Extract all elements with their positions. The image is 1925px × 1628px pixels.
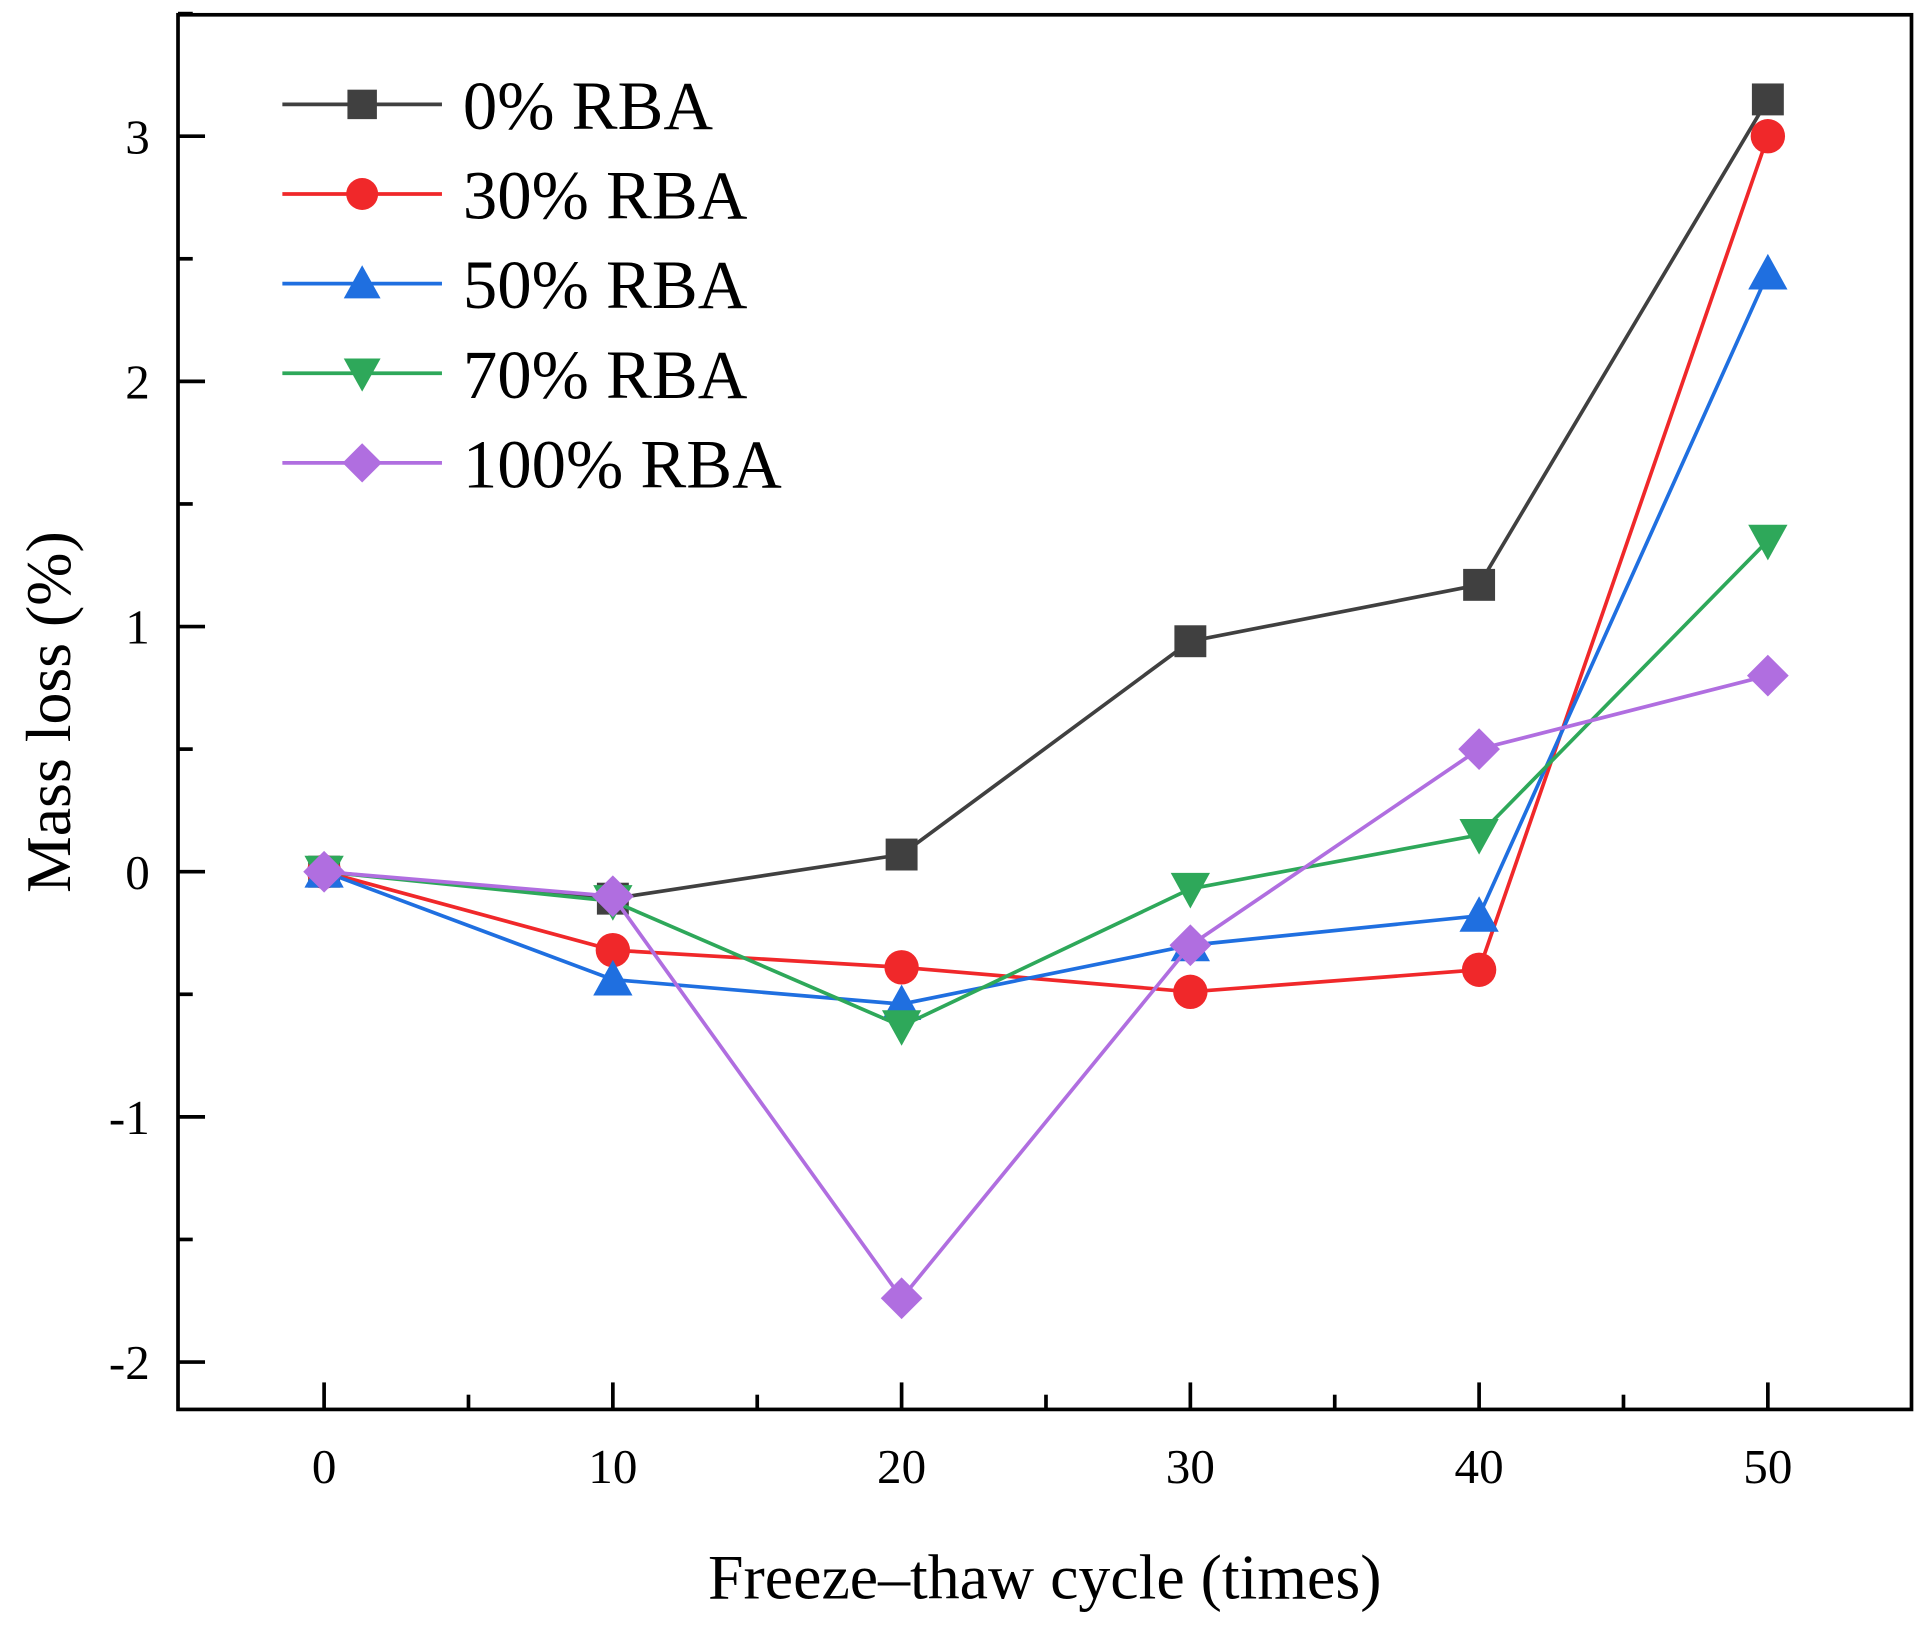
legend-label: 30% RBA xyxy=(463,158,748,234)
plot-frame xyxy=(176,12,1914,1412)
data-point xyxy=(1748,524,1788,561)
series-line xyxy=(323,673,1769,1302)
x-axis-label: Freeze–thaw cycle (times) xyxy=(708,1541,1381,1612)
legend-item: 100% RBA xyxy=(282,426,782,502)
x-tick-label: 0 xyxy=(312,1439,337,1494)
data-point xyxy=(1173,974,1208,1010)
data-point xyxy=(303,850,345,893)
legend-item: 0% RBA xyxy=(282,68,713,144)
series-line xyxy=(323,135,1770,994)
data-point xyxy=(1174,625,1207,658)
legend-label: 0% RBA xyxy=(463,68,714,144)
data-point xyxy=(884,950,919,985)
x-tick-label: 40 xyxy=(1455,1439,1504,1494)
legend-item: 50% RBA xyxy=(282,247,748,323)
x-tick-label: 50 xyxy=(1743,1439,1792,1494)
data-point xyxy=(1748,253,1788,290)
data-point xyxy=(1459,896,1499,932)
legend-item: 30% RBA xyxy=(282,158,748,234)
legend-marker xyxy=(347,89,377,120)
y-tick-label: -1 xyxy=(109,1090,150,1145)
legend-item: 70% RBA xyxy=(282,337,748,413)
data-point xyxy=(1463,568,1496,601)
y-tick-label: -2 xyxy=(109,1335,150,1390)
series-70rba xyxy=(304,524,1788,1046)
data-point xyxy=(1751,83,1784,116)
y-tick-label: 2 xyxy=(125,355,150,410)
data-point xyxy=(1746,654,1789,697)
data-point xyxy=(1461,952,1497,987)
legend: 0% RBA 30% RBA 50% RBA 70% RBA 100% RBA xyxy=(282,68,782,502)
data-point xyxy=(593,959,633,996)
data-point xyxy=(885,838,918,871)
data-point xyxy=(1459,818,1499,855)
legend-label: 100% RBA xyxy=(463,426,782,502)
legend-marker xyxy=(343,265,381,299)
x-tick-label: 30 xyxy=(1166,1439,1215,1494)
data-point xyxy=(595,932,631,968)
legend-marker xyxy=(343,358,381,392)
series-line xyxy=(323,272,1770,1006)
series-100rba xyxy=(303,654,1789,1320)
legend-marker xyxy=(346,178,379,210)
data-point xyxy=(1170,872,1210,909)
y-tick-label: 1 xyxy=(125,600,150,655)
data-point xyxy=(591,875,634,918)
y-tick-label: 0 xyxy=(125,845,150,900)
legend-label: 50% RBA xyxy=(463,247,748,323)
legend-label: 70% RBA xyxy=(463,337,748,413)
data-point xyxy=(1458,728,1500,770)
data-point xyxy=(881,1010,922,1046)
series-line xyxy=(323,539,1770,1029)
data-point xyxy=(880,1277,923,1320)
data-point xyxy=(1750,119,1786,154)
x-tick-label: 20 xyxy=(877,1439,926,1494)
legend-marker xyxy=(342,443,382,483)
y-axis-label: Mass loss (%) xyxy=(13,531,84,893)
y-tick-label: 3 xyxy=(125,109,150,164)
series-line xyxy=(323,98,1770,901)
x-tick-label: 10 xyxy=(588,1439,637,1494)
